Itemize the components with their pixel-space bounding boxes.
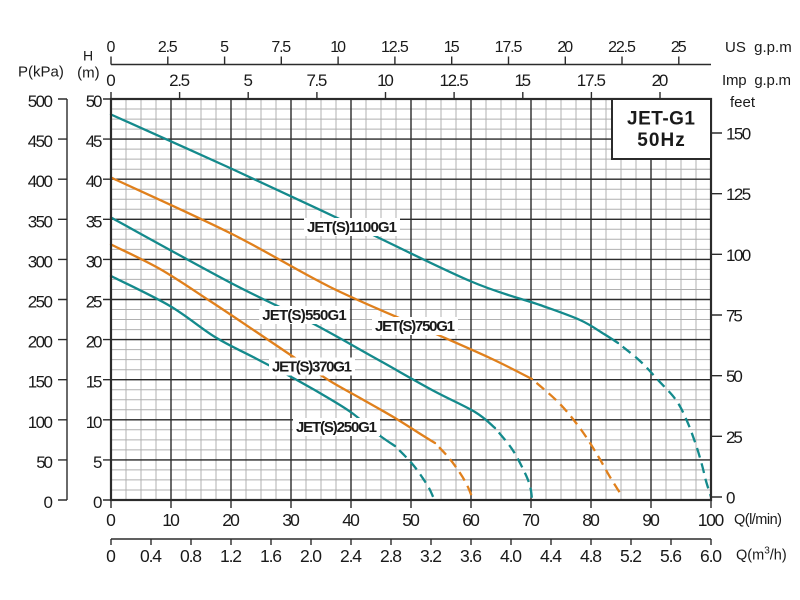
svg-text:0.8: 0.8 <box>180 546 202 566</box>
svg-text:1.6: 1.6 <box>260 546 282 566</box>
svg-text:60: 60 <box>462 510 480 530</box>
svg-text:2.0: 2.0 <box>300 546 322 566</box>
svg-text:Imp g.p.m: Imp g.p.m <box>722 72 791 89</box>
svg-text:5: 5 <box>93 453 102 472</box>
svg-text:2.5: 2.5 <box>169 71 190 90</box>
svg-text:40: 40 <box>342 510 360 530</box>
svg-text:0: 0 <box>107 39 116 56</box>
svg-text:P(kPa): P(kPa) <box>18 64 64 81</box>
svg-text:3.6: 3.6 <box>460 546 482 566</box>
svg-text:100: 100 <box>28 413 53 432</box>
svg-text:100: 100 <box>726 246 751 265</box>
svg-text:15: 15 <box>444 39 460 56</box>
svg-text:10: 10 <box>86 413 103 432</box>
svg-text:JET(S)550G1: JET(S)550G1 <box>262 307 347 324</box>
svg-text:6.0: 6.0 <box>700 546 722 566</box>
svg-text:7.5: 7.5 <box>306 71 327 90</box>
svg-text:50: 50 <box>36 453 53 472</box>
svg-text:35: 35 <box>86 212 103 231</box>
svg-text:450: 450 <box>28 132 53 151</box>
svg-text:30: 30 <box>282 510 300 530</box>
svg-text:JET(S)750G1: JET(S)750G1 <box>375 318 455 335</box>
svg-text:2.8: 2.8 <box>380 546 402 566</box>
svg-text:US g.p.m: US g.p.m <box>725 39 792 56</box>
svg-text:300: 300 <box>28 252 53 271</box>
svg-text:50: 50 <box>86 92 103 111</box>
svg-text:0: 0 <box>106 510 116 530</box>
svg-text:(m): (m) <box>77 65 100 82</box>
svg-text:4.4: 4.4 <box>540 546 562 566</box>
svg-text:20: 20 <box>222 510 240 530</box>
svg-text:Q(l/min): Q(l/min) <box>734 512 782 528</box>
svg-text:125: 125 <box>726 185 751 204</box>
svg-text:45: 45 <box>86 132 103 151</box>
svg-text:50: 50 <box>402 510 420 530</box>
svg-text:25: 25 <box>726 428 743 447</box>
svg-text:25: 25 <box>86 293 103 312</box>
svg-text:40: 40 <box>86 172 103 191</box>
svg-text:10: 10 <box>377 71 394 90</box>
svg-text:12.5: 12.5 <box>440 71 469 90</box>
svg-text:200: 200 <box>28 333 53 352</box>
svg-text:0: 0 <box>44 493 53 512</box>
svg-text:5: 5 <box>220 39 229 56</box>
svg-text:80: 80 <box>582 510 600 530</box>
svg-text:0: 0 <box>106 546 116 566</box>
svg-text:12.5: 12.5 <box>381 39 409 56</box>
svg-text:7.5: 7.5 <box>271 39 291 56</box>
svg-text:100: 100 <box>698 510 725 530</box>
svg-text:1.2: 1.2 <box>220 546 242 566</box>
svg-text:0: 0 <box>93 493 102 512</box>
svg-text:H: H <box>83 48 93 64</box>
svg-text:5: 5 <box>243 71 252 90</box>
svg-text:70: 70 <box>522 510 540 530</box>
svg-text:400: 400 <box>28 172 53 191</box>
svg-text:10: 10 <box>162 510 180 530</box>
svg-text:5.6: 5.6 <box>660 546 682 566</box>
svg-text:JET-G1: JET-G1 <box>627 109 695 130</box>
svg-text:17.5: 17.5 <box>495 39 523 56</box>
svg-text:3.2: 3.2 <box>420 546 442 566</box>
svg-text:JET(S)370G1: JET(S)370G1 <box>272 359 352 376</box>
svg-text:20: 20 <box>86 333 103 352</box>
svg-text:500: 500 <box>28 92 53 111</box>
svg-text:50Hz: 50Hz <box>637 130 685 151</box>
svg-text:150: 150 <box>726 125 751 144</box>
svg-text:Q(m3/h): Q(m3/h) <box>736 546 787 564</box>
svg-text:0: 0 <box>726 489 735 508</box>
svg-text:75: 75 <box>726 307 743 326</box>
svg-text:22.5: 22.5 <box>608 39 636 56</box>
svg-text:350: 350 <box>28 212 53 231</box>
svg-text:15: 15 <box>514 71 531 90</box>
svg-text:4.8: 4.8 <box>580 546 602 566</box>
svg-text:JET(S)1100G1: JET(S)1100G1 <box>307 219 397 236</box>
svg-text:4.0: 4.0 <box>500 546 522 566</box>
svg-text:JET(S)250G1: JET(S)250G1 <box>296 419 377 436</box>
svg-text:5.2: 5.2 <box>620 546 642 566</box>
svg-text:25: 25 <box>671 39 687 56</box>
svg-text:0.4: 0.4 <box>140 546 162 566</box>
svg-text:90: 90 <box>642 510 660 530</box>
svg-text:20: 20 <box>652 71 669 90</box>
svg-text:250: 250 <box>28 293 53 312</box>
svg-text:17.5: 17.5 <box>577 71 606 90</box>
svg-text:0: 0 <box>106 71 115 90</box>
svg-text:20: 20 <box>557 39 573 56</box>
svg-text:10: 10 <box>330 39 346 56</box>
svg-text:feet: feet <box>730 94 756 111</box>
svg-text:50: 50 <box>726 367 743 386</box>
svg-text:150: 150 <box>28 373 53 392</box>
svg-text:2.5: 2.5 <box>158 39 178 56</box>
svg-text:2.4: 2.4 <box>340 546 362 566</box>
svg-text:15: 15 <box>86 373 103 392</box>
svg-text:30: 30 <box>86 252 103 271</box>
